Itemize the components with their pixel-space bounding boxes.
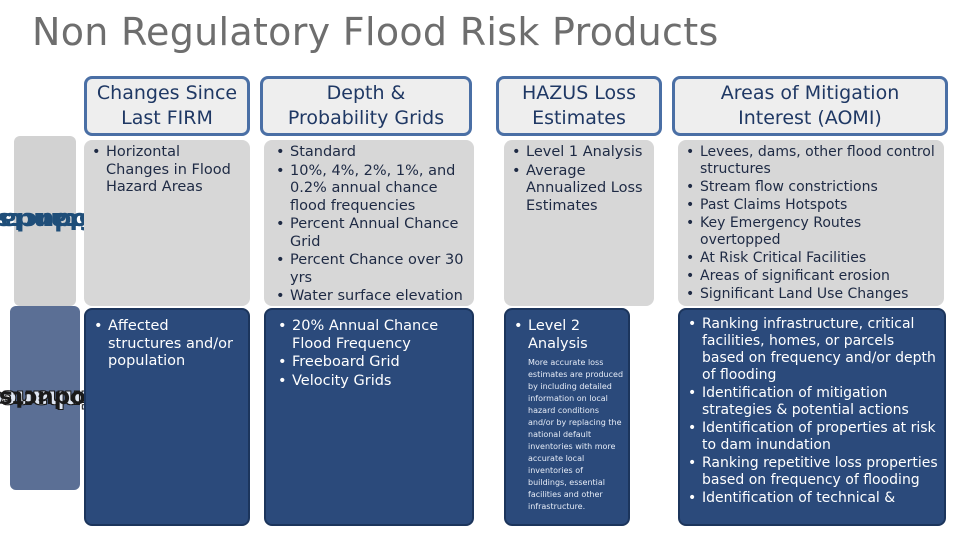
list-item: Levees, dams, other flood control struct…	[686, 144, 938, 178]
cell-aomi-standard: Levees, dams, other flood control struct…	[678, 140, 944, 306]
list-item: 10%, 4%, 2%, 1%, and 0.2% annual chance …	[276, 163, 468, 216]
list-item: Horizontal Changes in Flood Hazard Areas	[92, 144, 242, 197]
header-line: Last FIRM	[121, 107, 213, 129]
header-line: HAZUS Loss	[522, 82, 636, 105]
list-item: Average Annualized Loss Estimates	[512, 163, 648, 216]
list-item: Stream flow constrictions	[686, 179, 938, 196]
header-line: Interest (AOMI)	[738, 107, 882, 129]
list-item: Ranking repetitive loss properties based…	[688, 455, 938, 489]
row-label-enhanced-products: Enhanced Products	[0, 306, 114, 490]
list-item: Velocity Grids	[278, 373, 466, 391]
list-item: Areas of significant erosion	[686, 268, 938, 285]
list-item: Level 1 Analysis	[512, 144, 648, 162]
cell-depth-standard: Standard 10%, 4%, 2%, 1%, and 0.2% annua…	[264, 140, 474, 306]
header-line: Changes Since	[96, 82, 238, 105]
column-header-depth-probability-grids: Depth & Probability Grids	[260, 76, 472, 136]
list-item: Water surface elevation	[276, 288, 468, 306]
list-item: Ranking infrastructure, critical facilit…	[688, 316, 938, 384]
list-item: 20% Annual Chance Flood Frequency	[278, 318, 466, 353]
slide-title: Non Regulatory Flood Risk Products	[32, 10, 719, 54]
list-item: Standard	[276, 144, 468, 162]
cell-hazus-enhanced: Level 2 Analysis More accurate loss esti…	[504, 308, 630, 526]
list-item: Identification of technical &	[688, 490, 938, 507]
cell-changes-standard: Horizontal Changes in Flood Hazard Areas	[84, 140, 250, 306]
cell-aomi-enhanced: Ranking infrastructure, critical facilit…	[678, 308, 946, 526]
row-label-standard-products: Standard Products	[0, 136, 117, 306]
column-header-aomi: Areas of Mitigation Interest (AOMI)	[672, 76, 948, 136]
cell-depth-enhanced: 20% Annual Chance Flood Frequency Freebo…	[264, 308, 474, 526]
column-header-changes-since-last-firm: Changes Since Last FIRM	[84, 76, 250, 136]
header-line: Depth &	[326, 82, 406, 105]
list-item: Identification of properties at risk to …	[688, 420, 938, 454]
list-item: Significant Land Use Changes	[686, 286, 938, 303]
header-line: Areas of Mitigation	[720, 82, 900, 105]
list-item: Freeboard Grid	[278, 354, 466, 372]
list-item: Affected structures and/or population	[94, 318, 240, 371]
list-item: Key Emergency Routes overtopped	[686, 215, 938, 249]
header-line: Probability Grids	[287, 107, 445, 129]
header-line: Estimates	[532, 107, 626, 129]
cell-hazus-standard: Level 1 Analysis Average Annualized Loss…	[504, 140, 654, 306]
list-item: Past Claims Hotspots	[686, 197, 938, 214]
cell-changes-enhanced: Affected structures and/or population	[84, 308, 250, 526]
list-item: Percent Annual Chance Grid	[276, 216, 468, 251]
hazus-level2-note: More accurate loss estimates are produce…	[528, 358, 624, 511]
list-item: Level 2 Analysis	[514, 318, 624, 353]
list-item: At Risk Critical Facilities	[686, 250, 938, 267]
list-item: Identification of mitigation strategies …	[688, 385, 938, 419]
column-header-hazus-loss-estimates: HAZUS Loss Estimates	[496, 76, 662, 136]
list-item: Percent Chance over 30 yrs	[276, 252, 468, 287]
